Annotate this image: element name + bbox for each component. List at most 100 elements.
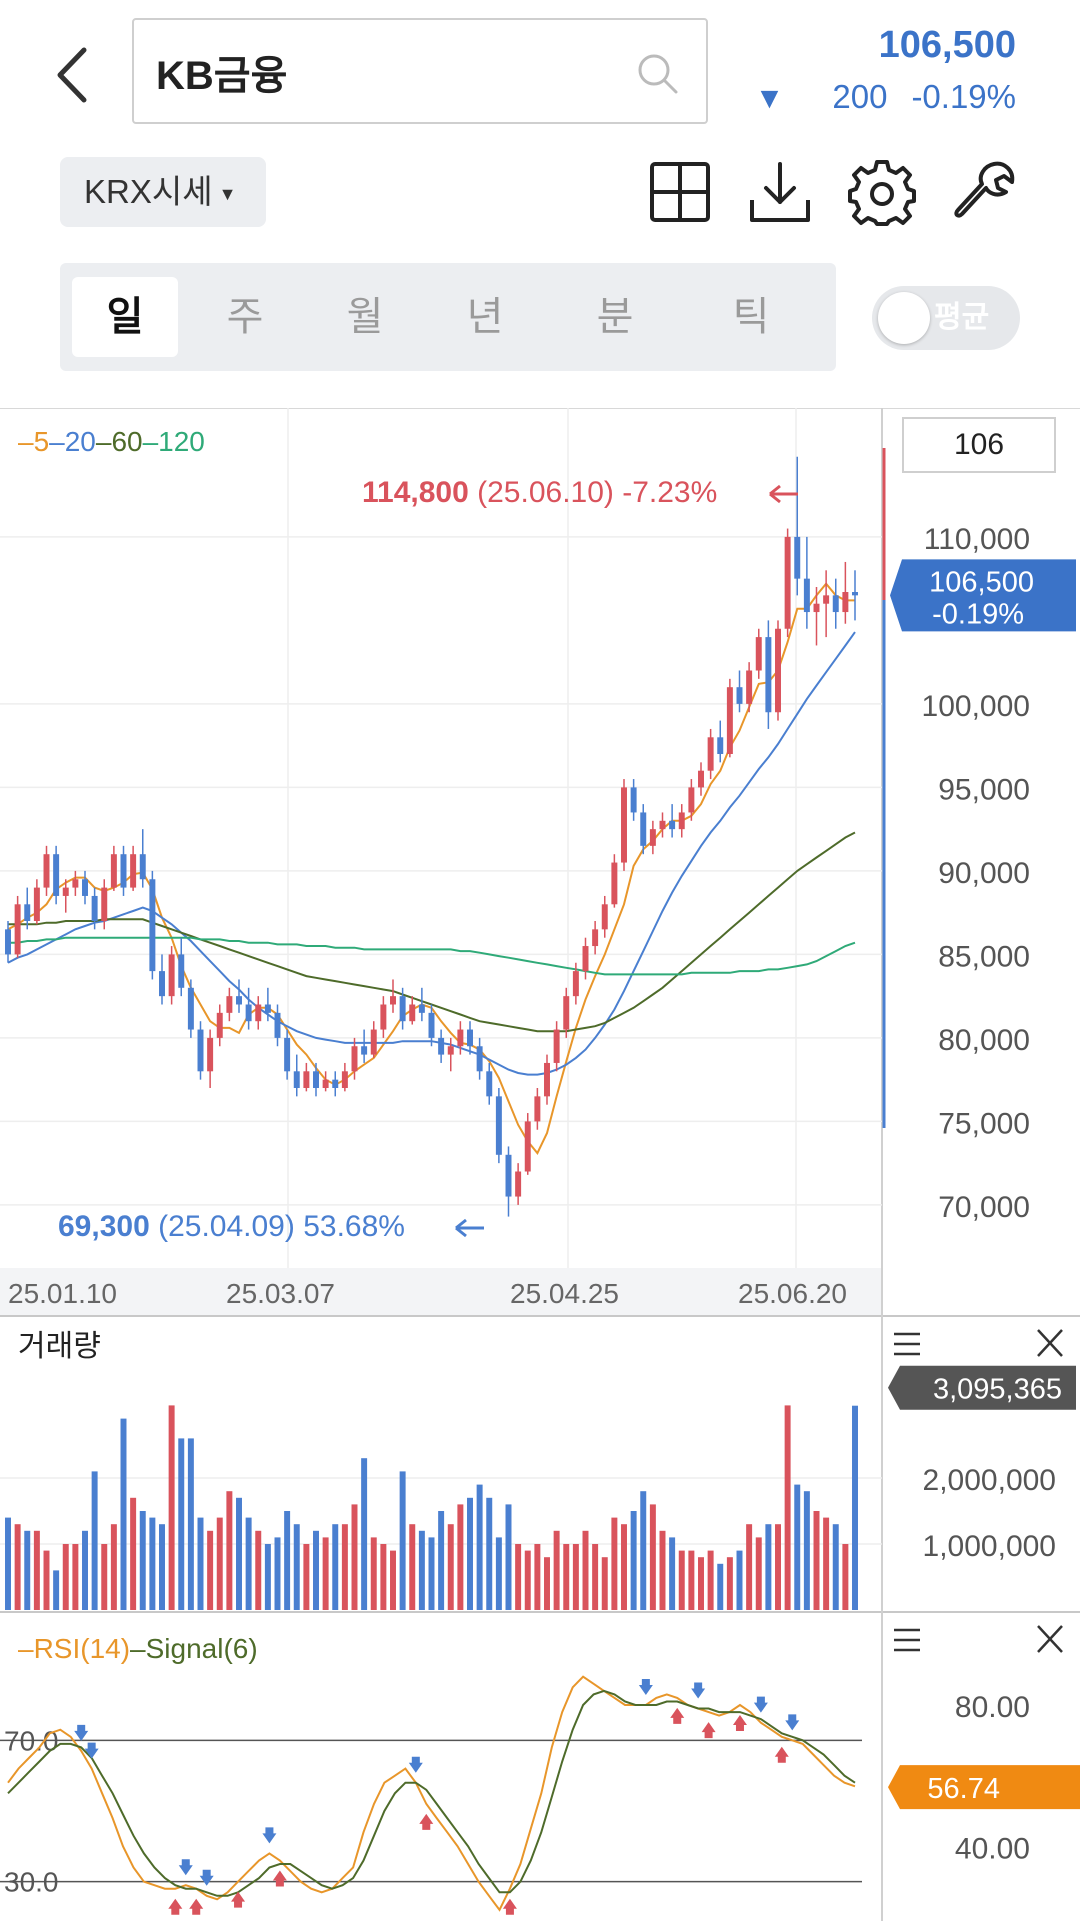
candle-body [409,1004,416,1022]
tab-month[interactable]: 월 [346,295,384,339]
average-toggle[interactable]: 평균 [872,286,1020,350]
volume-bar [813,1511,820,1610]
candle-body [149,879,156,972]
volume-bar [216,1517,223,1610]
arrow-left-icon [769,484,798,504]
tab-minute[interactable]: 분 [596,295,634,339]
tab-tick[interactable]: 틱 [732,295,770,339]
low-price-annotation: 69,300 (25.04.09) 53.68% [58,1210,405,1243]
volume-bar [14,1524,21,1610]
candle-body [428,1012,435,1038]
candle-body [418,1004,425,1013]
candle-body [746,670,753,704]
rsi-sell-marker [199,1869,214,1886]
volume-bar [842,1544,849,1610]
volume-bar [823,1517,830,1610]
candle-body [505,1154,512,1197]
arrow-left-icon [455,1218,484,1238]
volume-bar [765,1524,772,1610]
candle-body [823,595,830,604]
candle-body [303,1071,310,1088]
price-tick-label: 85,000 [938,940,1030,973]
tab-day[interactable]: 일 [72,277,178,357]
rsi-series-1-line [7,1689,856,1897]
current-price: 106,500 [878,24,1016,66]
current-price-badge-pct: -0.19% [932,598,1024,630]
candle-body [255,1004,262,1022]
volume-bar [168,1405,175,1610]
candle-body [293,1071,300,1088]
stock-chart[interactable]: 110,000 100,000 95,000 90,000 85,000 80,000 75… [0,408,1080,1929]
candle-body [178,954,185,988]
price-tick-label: 90,000 [938,857,1030,890]
volume-bar [736,1550,743,1610]
candle-body [842,592,849,613]
candle-body [216,1012,223,1038]
rsi-current-badge [888,1765,1080,1810]
candle-body [130,854,137,888]
current-price-badge-price: 106,500 [929,566,1034,598]
ma-legend: –5–20–60–120 [18,426,205,457]
volume-bar [852,1405,858,1610]
rsi-buy-marker [419,1813,434,1830]
rsi-buy-marker [272,1870,287,1887]
candle-body [168,954,175,997]
search-input[interactable] [156,42,626,102]
rsi-sell-marker [74,1724,89,1741]
rsi-series-0-line [7,1675,856,1912]
rsi-panel-menu-icon[interactable] [894,1628,920,1652]
candle-body [361,1046,368,1055]
candle-body [14,904,21,955]
candle-body [534,1096,541,1122]
chart-side-input[interactable]: 106 [902,417,1056,473]
candle-body [476,1046,483,1072]
market-select[interactable]: KRX시세 ▼ [60,157,266,227]
volume-bar [284,1511,291,1610]
rsi-panel-close-icon[interactable] [1037,1625,1063,1653]
wrench-icon[interactable] [950,158,1018,226]
volume-panel-close-icon[interactable] [1037,1329,1063,1357]
candle-body [572,971,579,997]
candle-body [775,628,781,713]
caret-down-icon: ▼ [218,184,237,205]
gear-icon[interactable] [848,158,916,226]
candle-body [72,879,79,888]
volume-bar [707,1550,714,1610]
change-amount: 200 [832,78,888,115]
volume-tick-label: 1,000,000 [923,1530,1056,1563]
candle-body [33,887,40,921]
toggle-knob [878,292,930,344]
rsi-buy-marker [502,1898,517,1915]
candle-body [313,1071,319,1088]
volume-bar [418,1530,425,1610]
rsi-legend: –RSI(14)–Signal(6) [18,1633,258,1664]
tab-week[interactable]: 주 [226,295,264,339]
back-button[interactable] [40,40,110,110]
volume-bar [505,1504,512,1610]
volume-bar [226,1491,233,1610]
download-icon[interactable] [746,158,814,226]
volume-bar [53,1570,60,1610]
candle-body [832,595,839,613]
price-tick-label: 80,000 [938,1024,1030,1057]
volume-bar [611,1517,618,1610]
volume-panel-menu-icon[interactable] [894,1332,920,1356]
volume-bar [457,1504,464,1610]
candle-body [438,1037,445,1055]
tab-year[interactable]: 년 [466,295,504,339]
candle-body [640,812,647,846]
search-box[interactable] [132,18,708,124]
rsi-sell-marker [638,1679,653,1695]
volume-bar [178,1438,185,1610]
search-icon[interactable] [634,50,682,98]
candle-body [563,996,570,1030]
volume-bar [698,1557,704,1610]
grid-icon[interactable] [646,158,714,226]
volume-bar [245,1517,252,1610]
volume-bar [139,1511,146,1610]
candle-body [601,904,608,930]
volume-bar [72,1544,79,1610]
date-tick-label: 25.06.20 [738,1278,847,1309]
volume-bar [544,1557,550,1610]
volume-bar [293,1524,300,1610]
